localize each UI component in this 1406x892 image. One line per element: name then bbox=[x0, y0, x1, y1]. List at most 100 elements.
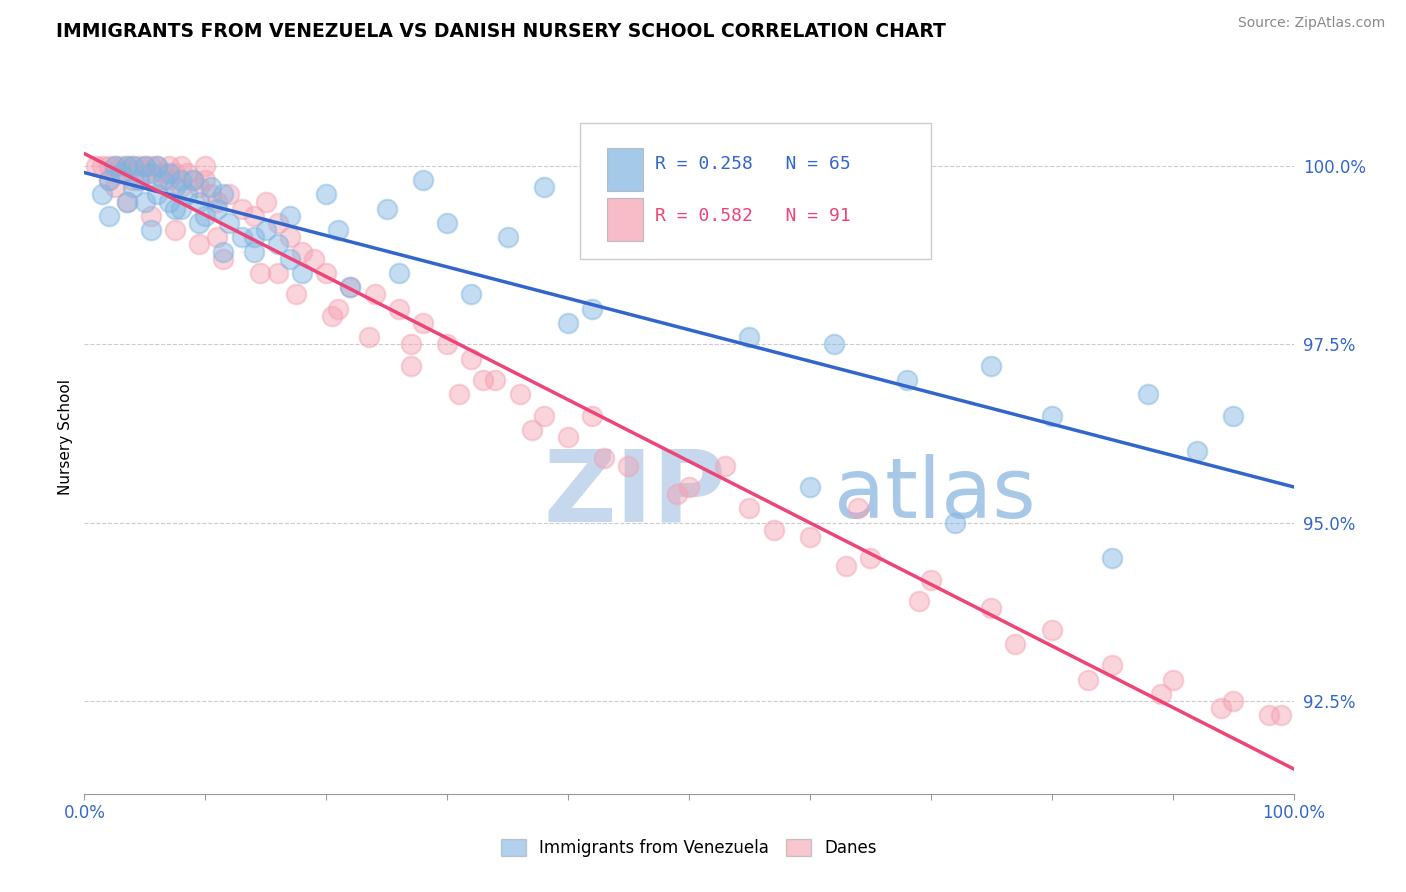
Point bbox=[980, 359, 1002, 373]
Point bbox=[200, 187, 222, 202]
Point bbox=[97, 159, 120, 173]
Point bbox=[1077, 673, 1099, 687]
Text: R = 0.258   N = 65: R = 0.258 N = 65 bbox=[655, 155, 851, 173]
Point bbox=[1222, 409, 1244, 423]
Point bbox=[328, 223, 350, 237]
Point bbox=[91, 187, 114, 202]
Legend: Immigrants from Venezuela, Danes: Immigrants from Venezuela, Danes bbox=[495, 832, 883, 864]
Point bbox=[557, 430, 579, 444]
Point bbox=[97, 209, 120, 223]
Point bbox=[980, 601, 1002, 615]
Point bbox=[388, 301, 411, 316]
Point bbox=[97, 173, 120, 187]
Point bbox=[110, 166, 132, 180]
Point bbox=[194, 209, 217, 223]
Point bbox=[388, 266, 411, 280]
Point bbox=[212, 187, 235, 202]
Point bbox=[581, 301, 603, 316]
Point bbox=[200, 180, 222, 194]
Point bbox=[110, 159, 132, 173]
Point bbox=[115, 159, 138, 173]
Point bbox=[218, 187, 240, 202]
Point bbox=[278, 230, 301, 244]
Point bbox=[799, 480, 821, 494]
Point bbox=[581, 409, 603, 423]
Point bbox=[231, 230, 253, 244]
Point bbox=[134, 194, 156, 209]
Point bbox=[436, 216, 458, 230]
Point bbox=[104, 180, 127, 194]
Point bbox=[157, 159, 180, 173]
Point bbox=[146, 173, 169, 187]
Point bbox=[357, 330, 380, 344]
Point bbox=[267, 216, 290, 230]
Point bbox=[194, 173, 217, 187]
Point bbox=[1270, 708, 1292, 723]
Point bbox=[104, 159, 127, 173]
Point bbox=[278, 209, 301, 223]
Point bbox=[714, 458, 737, 473]
Point bbox=[86, 159, 108, 173]
Point bbox=[328, 301, 350, 316]
Point bbox=[1161, 673, 1184, 687]
Point bbox=[449, 387, 471, 401]
Point bbox=[218, 216, 240, 230]
Point bbox=[1137, 387, 1160, 401]
Point bbox=[104, 159, 127, 173]
Point bbox=[254, 223, 277, 237]
Point bbox=[165, 202, 187, 216]
Text: R = 0.582   N = 91: R = 0.582 N = 91 bbox=[655, 207, 851, 225]
Point bbox=[152, 173, 174, 187]
Point bbox=[859, 551, 882, 566]
Point bbox=[121, 180, 143, 194]
Point bbox=[1185, 444, 1208, 458]
Point bbox=[139, 209, 162, 223]
Point bbox=[738, 501, 761, 516]
Point bbox=[157, 194, 180, 209]
Point bbox=[1101, 658, 1123, 673]
Point bbox=[472, 373, 495, 387]
Point bbox=[399, 337, 422, 351]
Bar bbox=[607, 148, 643, 191]
Point bbox=[593, 451, 616, 466]
Point bbox=[1101, 551, 1123, 566]
Point bbox=[1040, 623, 1063, 637]
Point bbox=[165, 180, 187, 194]
Point bbox=[520, 423, 543, 437]
FancyBboxPatch shape bbox=[581, 123, 931, 259]
Point bbox=[267, 266, 290, 280]
Point bbox=[799, 530, 821, 544]
Point bbox=[97, 173, 120, 187]
Point bbox=[509, 387, 531, 401]
Point bbox=[291, 266, 314, 280]
Point bbox=[678, 237, 700, 252]
Point bbox=[1258, 708, 1281, 723]
Point bbox=[115, 194, 138, 209]
Point bbox=[835, 558, 858, 573]
Point bbox=[678, 480, 700, 494]
Point bbox=[134, 159, 156, 173]
Y-axis label: Nursery School: Nursery School bbox=[58, 379, 73, 495]
Point bbox=[460, 287, 482, 301]
Point bbox=[302, 252, 325, 266]
Point bbox=[738, 330, 761, 344]
Point bbox=[375, 202, 398, 216]
Point bbox=[115, 194, 138, 209]
Point bbox=[231, 202, 253, 216]
Point bbox=[207, 194, 229, 209]
Point bbox=[484, 373, 506, 387]
Point bbox=[1004, 637, 1026, 651]
Point bbox=[896, 373, 918, 387]
Point bbox=[181, 173, 204, 187]
Point bbox=[315, 187, 337, 202]
Point bbox=[170, 202, 193, 216]
Point bbox=[846, 501, 869, 516]
Point bbox=[134, 166, 156, 180]
Point bbox=[139, 159, 162, 173]
Text: atlas: atlas bbox=[834, 454, 1036, 534]
Point bbox=[557, 316, 579, 330]
Point bbox=[207, 202, 229, 216]
Point bbox=[1222, 694, 1244, 708]
Point bbox=[121, 159, 143, 173]
Point bbox=[285, 287, 308, 301]
